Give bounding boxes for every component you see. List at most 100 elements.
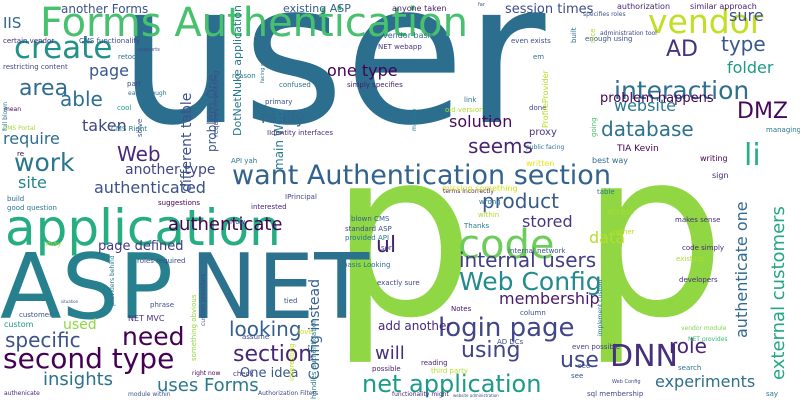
cloud-word: assume <box>242 333 270 341</box>
cloud-word: AD DCs <box>497 338 524 346</box>
cloud-word: website <box>614 96 676 115</box>
cloud-word: sql membership <box>587 390 644 398</box>
cloud-word: build <box>7 195 25 203</box>
cloud-word: within <box>478 211 500 219</box>
cloud-word: p <box>329 102 475 369</box>
cloud-word: supports <box>138 47 160 53</box>
cloud-word: DNN <box>610 339 678 374</box>
cloud-word: column <box>520 309 546 317</box>
cloud-word: problem happens <box>600 91 714 106</box>
cloud-word: Web <box>117 142 161 166</box>
cloud-word: reading <box>421 359 448 367</box>
cloud-word: website administration <box>453 393 499 398</box>
cloud-word: One idea <box>240 366 299 381</box>
cloud-word: NET MVC <box>128 314 165 323</box>
cloud-word: Thanks <box>464 222 490 230</box>
cloud-word: Web Config <box>612 379 641 385</box>
cloud-word: IIdentity interfaces <box>267 129 333 137</box>
cloud-word: ul <box>376 233 397 258</box>
cloud-word: interesting <box>288 343 296 381</box>
cloud-word: link <box>464 96 477 104</box>
cloud-word: cool <box>117 104 132 112</box>
cloud-word: another type <box>125 162 216 178</box>
cloud-word: IIS <box>3 14 22 32</box>
cloud-word: Forms Authentication <box>40 0 468 46</box>
cloud-word: rather <box>613 228 635 236</box>
cloud-word: solve <box>136 118 144 137</box>
cloud-word: authenticate <box>168 214 283 235</box>
cloud-word: membership <box>499 289 600 308</box>
cloud-word: require <box>3 129 60 148</box>
cloud-word: session times <box>505 2 594 17</box>
cloud-word: custom <box>4 320 34 329</box>
cloud-word: proxy <box>529 127 557 138</box>
cloud-word: functionality might <box>392 391 449 398</box>
cloud-word: table <box>597 188 615 196</box>
cloud-word: far <box>478 2 485 8</box>
cloud-word: TIA Kevin <box>617 144 659 154</box>
cloud-word: Authorization Filters <box>258 390 319 397</box>
cloud-word: specific <box>5 328 81 352</box>
cloud-word: ProfileProvider <box>541 70 550 128</box>
cloud-word: specifies roles <box>583 11 626 18</box>
cloud-word: vendor basis <box>383 31 435 40</box>
cloud-word: best way <box>592 156 629 165</box>
cloud-word: even possible <box>572 343 621 351</box>
cloud-word: internal network <box>508 247 566 255</box>
cloud-word: module within <box>128 391 171 398</box>
cloud-word: experiments <box>655 372 756 391</box>
cloud-word: access <box>607 207 634 216</box>
cloud-word: will <box>375 343 405 364</box>
cloud-word: authenicate <box>4 390 40 397</box>
cloud-word: public facing <box>526 144 565 151</box>
cloud-word: DMZ <box>737 99 788 124</box>
cloud-word: solution <box>449 112 513 131</box>
cloud-word: taken <box>82 116 127 135</box>
cloud-word: user <box>118 0 546 169</box>
cloud-word: page defined <box>98 239 184 254</box>
cloud-word: em <box>533 53 545 61</box>
cloud-word: part <box>127 80 142 88</box>
cloud-word: existing ASP <box>283 2 351 15</box>
cloud-word: really <box>261 108 306 127</box>
cloud-word: nice <box>589 28 597 43</box>
cloud-word: module <box>411 108 418 132</box>
cloud-word: code simply <box>682 244 725 252</box>
cloud-word: li <box>744 138 761 173</box>
cloud-word: data <box>589 228 626 247</box>
cloud-word: retool <box>118 53 139 61</box>
cloud-word: search <box>678 364 702 372</box>
cloud-word: using <box>461 338 521 363</box>
cloud-word: simply specifies <box>347 81 403 89</box>
cloud-word: DotNetNuke application <box>231 5 244 136</box>
cloud-word: p <box>580 102 726 369</box>
cloud-word: internal users <box>459 248 597 272</box>
cloud-word: going <box>590 117 598 137</box>
cloud-word: add another <box>378 319 452 333</box>
cloud-word: type <box>721 32 766 56</box>
cloud-word: IPrincipal <box>285 193 317 201</box>
cloud-word: easy enough <box>128 90 167 97</box>
cloud-word: provided API <box>345 234 390 242</box>
cloud-word: use <box>560 348 599 373</box>
cloud-word: seems <box>468 134 533 158</box>
cloud-word: makes sense <box>675 216 721 224</box>
cloud-word: see <box>578 362 591 370</box>
cloud-word: phrase <box>150 301 175 309</box>
cloud-word: missing something <box>442 184 518 193</box>
cloud-word: custom providers <box>200 273 207 326</box>
cloud-word: sign <box>712 171 729 180</box>
cloud-word: mean <box>4 106 22 113</box>
cloud-word: possible <box>372 365 401 373</box>
cloud-word: API yah <box>231 157 258 165</box>
cloud-word: CMS Portal <box>3 125 36 132</box>
cloud-word: implement custom <box>597 279 604 336</box>
cloud-word: authorization <box>617 2 671 11</box>
cloud-word: third party <box>431 367 469 375</box>
cloud-word: right now <box>192 370 221 377</box>
cloud-word: blown CMS <box>351 215 390 223</box>
cloud-word: certain vendor <box>3 37 55 45</box>
cloud-word: ASP <box>0 235 173 340</box>
cloud-word: code <box>458 222 555 268</box>
